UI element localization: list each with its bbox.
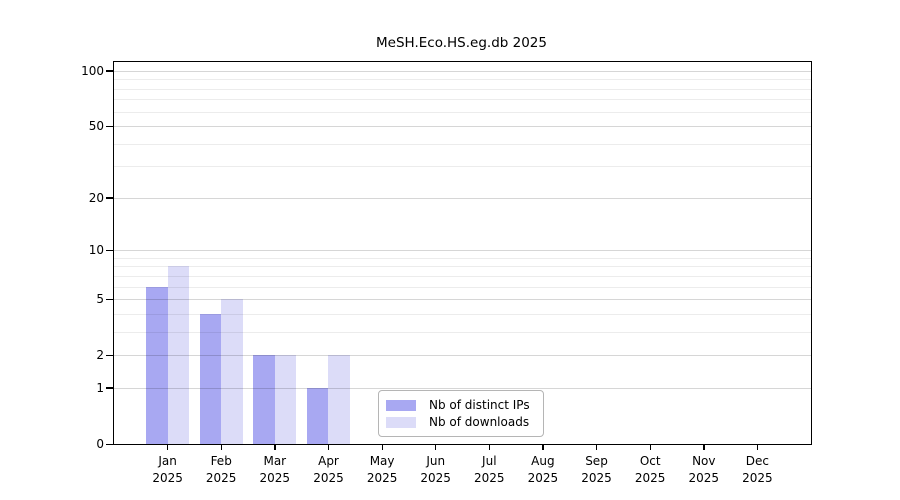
legend: Nb of distinct IPs Nb of downloads <box>378 390 544 437</box>
x-axis-tick <box>756 444 759 450</box>
x-tick-year: 2025 <box>527 471 559 485</box>
x-axis-tick <box>596 444 598 450</box>
x-tick-label: Jun 2025 <box>406 453 466 487</box>
x-axis-tick <box>220 444 222 450</box>
x-tick-label: Mar 2025 <box>245 453 305 487</box>
chart-title: MeSH.Eco.HS.eg.db 2025 <box>376 35 547 51</box>
x-tick-label: Jul 2025 <box>459 453 519 487</box>
legend-label: Nb of downloads <box>429 415 530 429</box>
y-tick-label: 0 <box>96 437 104 451</box>
gridline-minor <box>114 275 811 277</box>
x-axis-tick <box>274 444 276 450</box>
gridline-minor <box>114 166 811 168</box>
gridline-minor <box>114 99 811 101</box>
gridline-major <box>114 250 811 252</box>
x-tick-month: Jan <box>158 454 177 468</box>
gridline-major <box>114 126 811 128</box>
x-tick-year: 2025 <box>420 471 451 485</box>
y-axis-tick <box>106 125 113 127</box>
gridline-minor <box>114 257 811 259</box>
bar-feb-downloads <box>221 299 243 444</box>
gridline-minor <box>114 88 811 90</box>
y-tick-label: 20 <box>88 190 104 205</box>
gridline-minor <box>114 111 811 113</box>
gridline-major <box>114 70 811 72</box>
plot-area: 0 1 2 5 10 20 50 100 Jan 2025 Feb 2025 Mar 2025 Apr 202… <box>81 61 812 485</box>
x-tick-month: Dec <box>745 454 769 468</box>
x-tick-month: Jun <box>426 454 446 468</box>
x-axis-tick <box>167 444 169 450</box>
y-axis-tick <box>106 197 113 199</box>
bar-apr-downloads <box>328 355 350 444</box>
bar-feb-distinct-ips <box>199 313 222 444</box>
x-tick-year: 2025 <box>474 471 505 485</box>
x-axis-tick <box>381 444 383 450</box>
x-tick-year: 2025 <box>313 471 344 485</box>
x-tick-label: Jan 2025 <box>138 453 198 487</box>
x-tick-month: Feb <box>210 454 232 468</box>
x-tick-label: Nov 2025 <box>674 453 734 487</box>
x-tick-label: Apr 2025 <box>299 453 359 487</box>
bar-mar-distinct-ips <box>253 355 275 444</box>
x-tick-month: Sep <box>585 454 608 468</box>
y-tick-label: 10 <box>88 243 104 258</box>
x-tick-month: Nov <box>692 454 716 468</box>
bar-jan-downloads <box>167 266 190 444</box>
legend-swatch-distinct-ips <box>386 399 416 411</box>
y-axis-tick <box>106 70 113 72</box>
x-axis-tick <box>703 444 705 450</box>
x-tick-year: 2025 <box>366 471 398 485</box>
y-axis-tick <box>106 298 113 300</box>
y-tick-label: 5 <box>96 292 104 307</box>
x-tick-month: Jul <box>482 454 497 468</box>
y-axis-tick <box>106 443 113 445</box>
x-tick-label: May 2025 <box>352 453 412 487</box>
legend-swatch-downloads <box>386 416 416 428</box>
gridline-minor <box>114 79 811 81</box>
x-tick-label: Dec 2025 <box>727 453 787 487</box>
x-axis-tick <box>435 444 437 450</box>
bar-apr-distinct-ips <box>306 387 329 444</box>
legend-entry: Nb of downloads <box>386 415 532 429</box>
y-tick-label: 100 <box>81 63 104 78</box>
x-tick-year: 2025 <box>205 471 237 485</box>
bar-mar-downloads <box>274 355 297 444</box>
gridline-minor <box>114 286 811 288</box>
gridline-minor <box>114 266 811 268</box>
x-tick-label: Aug 2025 <box>513 453 573 487</box>
x-tick-month: Oct <box>639 454 661 468</box>
y-tick-label: 50 <box>88 119 104 134</box>
x-axis-tick <box>328 444 330 450</box>
x-tick-year: 2025 <box>634 471 666 485</box>
y-axis-tick <box>106 249 113 251</box>
y-tick-label: 1 <box>96 380 104 395</box>
x-tick-year: 2025 <box>581 471 612 485</box>
x-tick-label: Sep 2025 <box>567 453 627 487</box>
gridline-major <box>114 299 811 301</box>
x-tick-month: Mar <box>263 454 287 468</box>
x-tick-year: 2025 <box>259 471 291 485</box>
x-tick-year: 2025 <box>152 471 183 485</box>
legend-label: Nb of distinct IPs <box>429 398 530 412</box>
x-tick-year: 2025 <box>688 471 720 485</box>
x-axis-tick <box>649 444 651 450</box>
x-tick-label: Feb 2025 <box>191 453 251 487</box>
gridline-major <box>114 197 811 199</box>
x-axis-tick <box>488 444 491 450</box>
x-tick-month: Aug <box>531 454 555 468</box>
x-tick-label: Oct 2025 <box>620 453 680 487</box>
legend-entry: Nb of distinct IPs <box>386 398 532 412</box>
bar-jan-distinct-ips <box>146 286 168 444</box>
x-axis-tick <box>542 444 544 450</box>
y-tick-label: 2 <box>96 348 104 363</box>
x-tick-year: 2025 <box>742 471 773 485</box>
gridline-minor <box>114 143 811 145</box>
y-axis-tick <box>106 387 113 389</box>
x-tick-month: Apr <box>318 454 339 468</box>
x-tick-month: May <box>369 454 395 468</box>
y-axis-tick <box>106 354 113 356</box>
